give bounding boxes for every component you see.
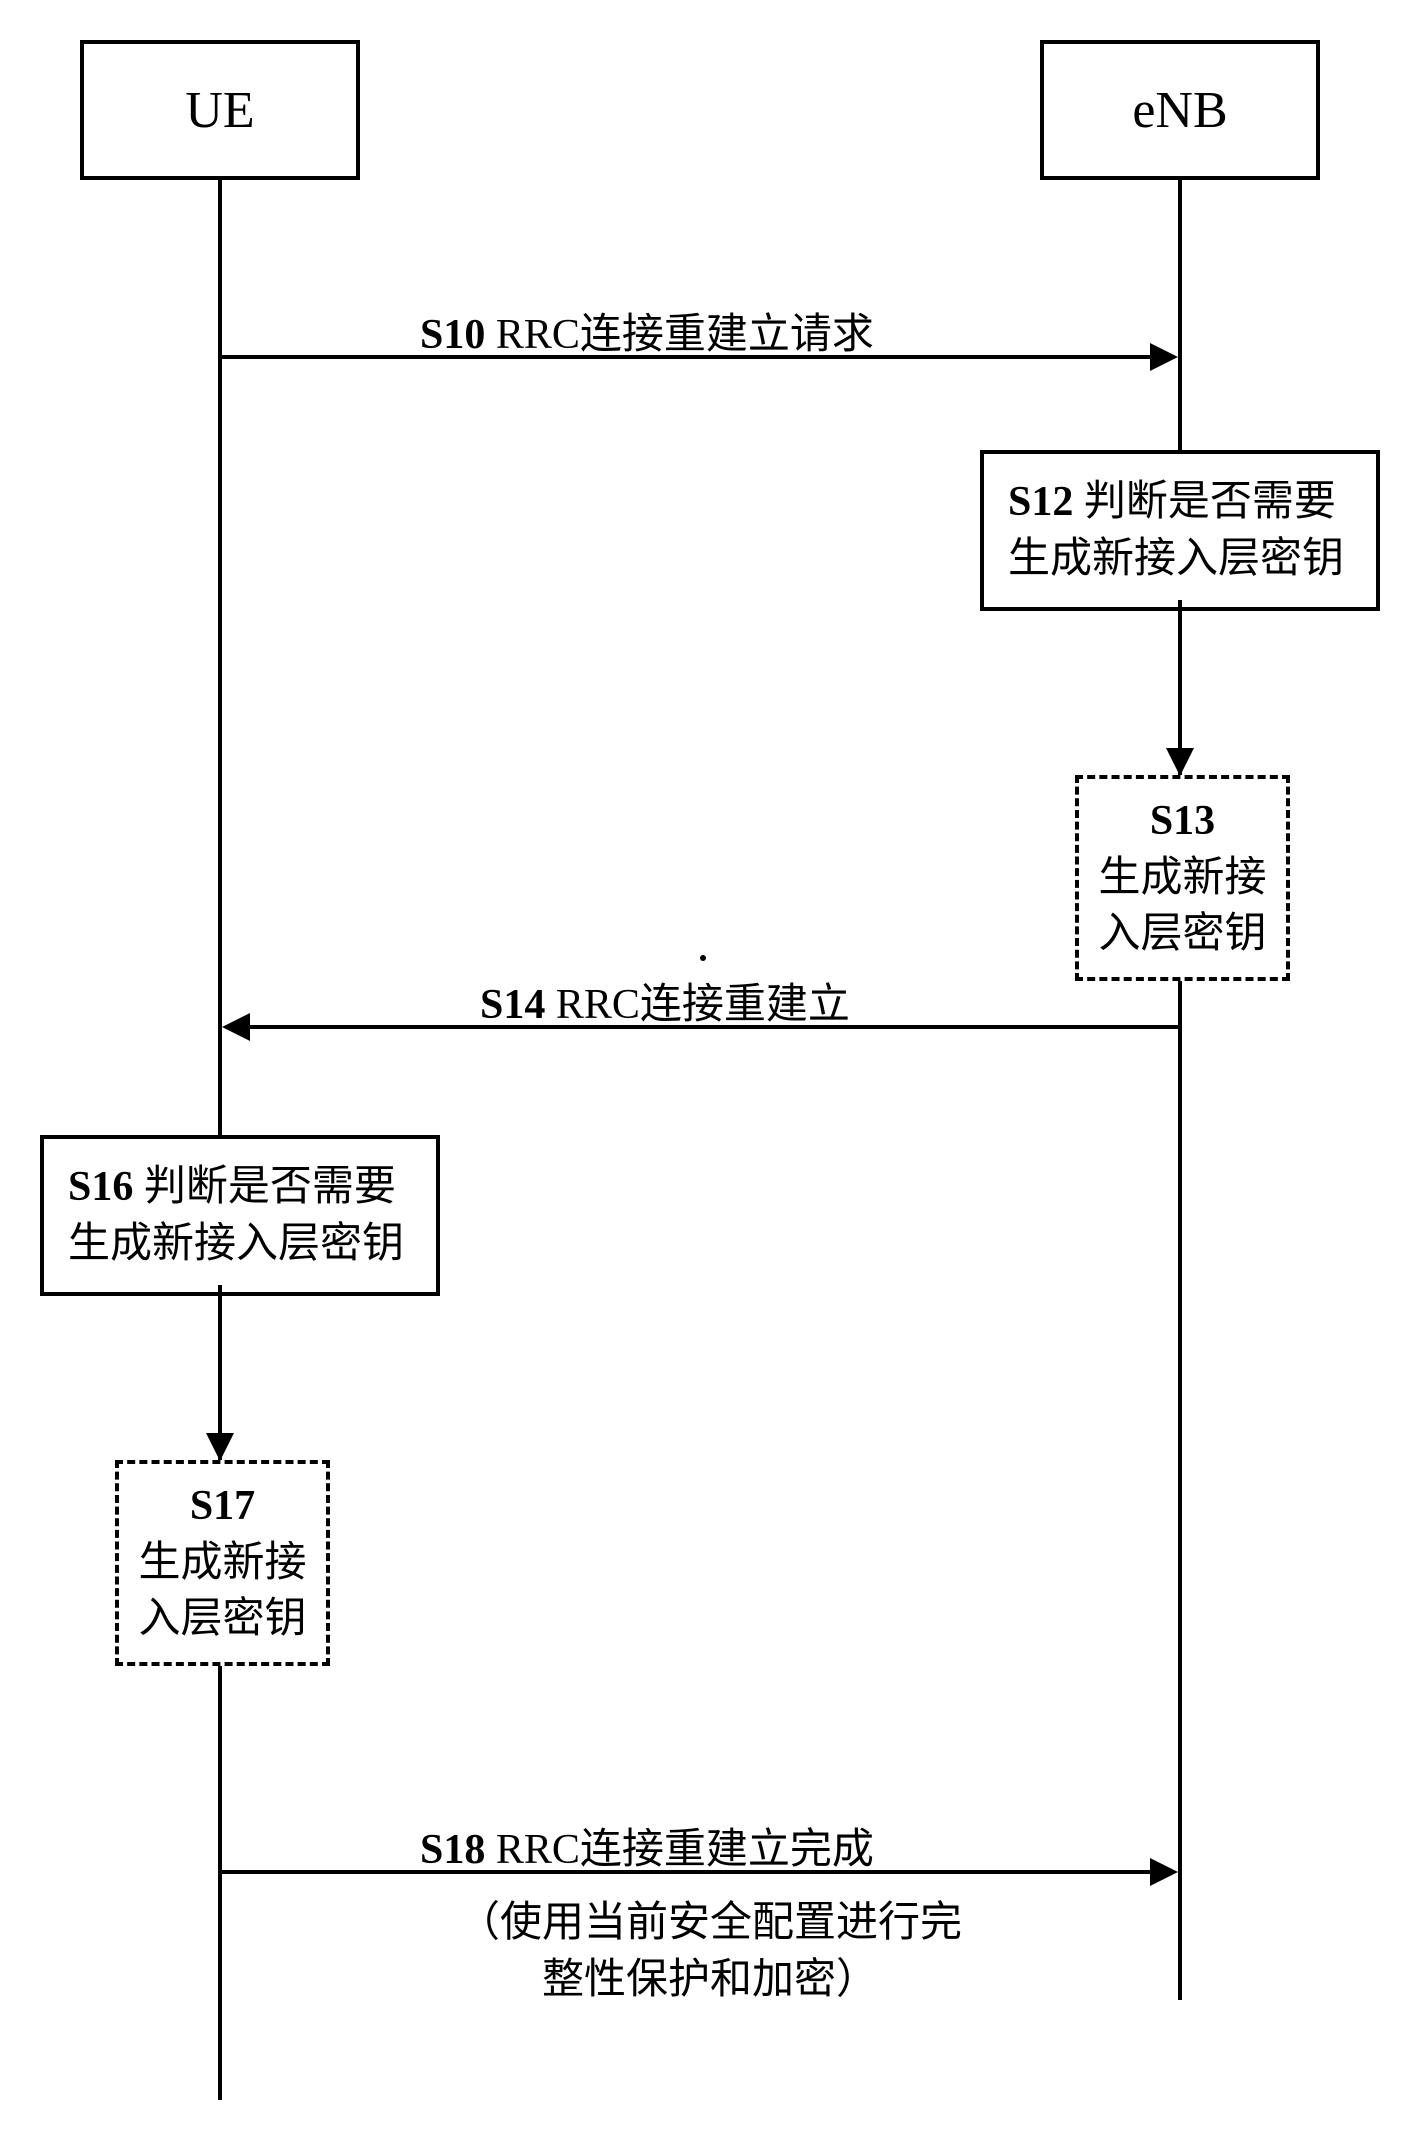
msg-s10-label: S10 RRC连接重建立请求	[420, 300, 874, 361]
step-s13-text: 生成新接 入层密钥	[1098, 855, 1266, 958]
msg-s10-line	[222, 355, 1152, 359]
step-s16-bold: S16	[68, 1164, 133, 1210]
actor-enb: eNB	[1040, 40, 1320, 180]
msg-s14-label: S14 RRC连接重建立	[480, 970, 850, 1031]
msg-s10-bold: S10	[420, 312, 485, 358]
msg-s18-sublabel: （使用当前安全配置进行完 整性保护和加密）	[410, 1895, 1010, 2008]
varrow-s16-s17-head	[206, 1433, 234, 1461]
msg-s14-text: RRC连接重建立	[545, 982, 850, 1028]
step-s13: S13 生成新接 入层密钥	[1075, 775, 1290, 981]
actor-ue-label: UE	[185, 81, 254, 140]
actor-ue: UE	[80, 40, 360, 180]
actor-enb-label: eNB	[1132, 81, 1227, 140]
step-s17: S17 生成新接 入层密钥	[115, 1460, 330, 1666]
varrow-s16-s17	[218, 1285, 222, 1435]
step-s13-bold: S13	[1150, 798, 1215, 844]
step-s17-text: 生成新接 入层密钥	[138, 1540, 306, 1643]
msg-s18-bold: S18	[420, 1827, 485, 1873]
msg-s14-bold: S14	[480, 982, 545, 1028]
msg-s18-text: RRC连接重建立完成	[485, 1827, 874, 1873]
varrow-s12-s13-head	[1166, 748, 1194, 776]
msg-s10-arrow	[1150, 343, 1178, 371]
msg-s14-line	[248, 1025, 1180, 1029]
step-s16: S16 判断是否需要 生成新接入层密钥	[40, 1135, 440, 1296]
msg-s18-line	[222, 1870, 1152, 1874]
msg-s18-arrow	[1150, 1858, 1178, 1886]
msg-s18-label: S18 RRC连接重建立完成	[420, 1815, 874, 1876]
dot-artifact	[700, 955, 706, 961]
varrow-s12-s13	[1178, 600, 1182, 750]
step-s17-bold: S17	[190, 1483, 255, 1529]
step-s12: S12 判断是否需要 生成新接入层密钥	[980, 450, 1380, 611]
msg-s10-text: RRC连接重建立请求	[485, 312, 874, 358]
step-s12-bold: S12	[1008, 479, 1073, 525]
msg-s14-arrow	[222, 1013, 250, 1041]
